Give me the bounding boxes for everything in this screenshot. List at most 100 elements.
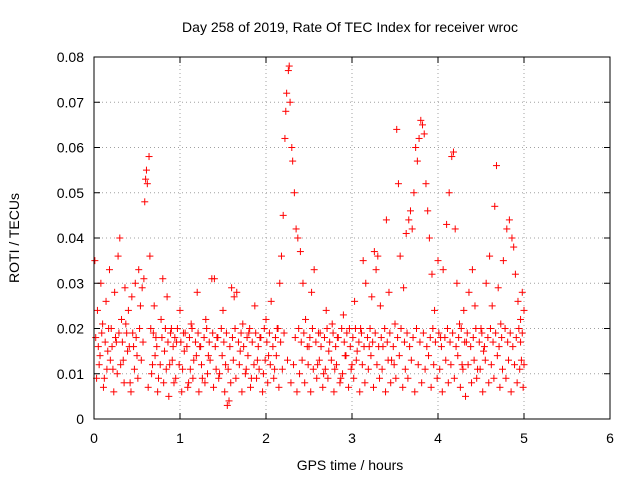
data-point — [206, 356, 214, 364]
data-point — [376, 302, 384, 310]
data-point — [482, 279, 490, 287]
data-point — [136, 325, 144, 332]
data-point — [424, 207, 432, 215]
data-point — [405, 216, 413, 224]
data-point — [507, 388, 515, 396]
data-point — [314, 361, 322, 369]
data-point — [373, 361, 381, 369]
data-point — [126, 379, 134, 387]
data-point — [443, 325, 451, 332]
data-point — [385, 288, 393, 296]
data-point — [339, 370, 347, 378]
data-point — [214, 334, 222, 342]
data-point — [435, 329, 443, 337]
y-tick-label: 0.07 — [57, 94, 84, 110]
data-point — [152, 334, 160, 342]
data-point — [124, 306, 132, 314]
data-point — [286, 98, 294, 106]
data-point — [480, 347, 488, 355]
data-point — [438, 388, 446, 396]
data-point — [151, 352, 159, 360]
data-point — [166, 361, 174, 369]
data-point — [263, 338, 271, 346]
data-point — [345, 325, 353, 332]
data-point — [221, 388, 229, 396]
data-point — [485, 379, 493, 387]
data-point — [518, 288, 526, 296]
data-point — [407, 356, 415, 364]
data-point — [156, 361, 164, 369]
data-point — [361, 379, 369, 387]
data-point — [347, 365, 355, 373]
data-point — [314, 329, 322, 337]
data-point — [480, 343, 488, 351]
data-point — [267, 297, 275, 305]
data-point — [377, 334, 385, 342]
data-point — [368, 293, 376, 301]
data-point — [506, 329, 514, 337]
data-point — [309, 365, 317, 373]
data-point — [350, 374, 358, 382]
y-tick-label: 0.05 — [57, 185, 84, 201]
data-point — [125, 343, 133, 351]
data-point — [217, 325, 225, 332]
data-point — [419, 121, 427, 129]
data-point — [338, 325, 346, 332]
data-point — [404, 374, 412, 382]
data-point — [422, 180, 430, 188]
data-point — [395, 352, 403, 360]
data-point — [277, 338, 285, 346]
data-point — [284, 67, 292, 75]
data-point — [180, 347, 188, 355]
data-point — [115, 329, 123, 337]
data-point — [202, 315, 210, 323]
data-point — [194, 329, 202, 337]
data-point — [413, 325, 420, 332]
data-point — [131, 279, 139, 287]
data-point — [447, 361, 455, 369]
data-point — [187, 320, 195, 328]
data-point — [242, 365, 250, 373]
data-point — [449, 329, 457, 337]
data-point — [203, 325, 211, 332]
data-point — [322, 306, 330, 314]
data-point — [201, 379, 209, 387]
data-point — [325, 347, 333, 355]
data-point — [445, 189, 453, 197]
data-point — [442, 356, 450, 364]
data-point — [178, 388, 186, 396]
data-point — [312, 338, 320, 346]
data-point — [324, 374, 332, 382]
data-point — [431, 338, 439, 346]
data-point — [157, 315, 165, 323]
data-point — [391, 320, 399, 328]
data-point — [397, 325, 405, 332]
data-point — [317, 343, 325, 351]
data-point — [274, 325, 282, 332]
data-point — [257, 334, 265, 342]
data-point — [272, 352, 280, 360]
chart-title: Day 258 of 2019, Rate Of TEC Index for r… — [182, 19, 518, 35]
data-point — [509, 343, 517, 351]
data-point — [236, 347, 244, 355]
data-point — [512, 334, 520, 342]
data-point — [113, 370, 121, 378]
data-point — [374, 252, 382, 260]
data-point — [143, 180, 151, 188]
data-point — [328, 320, 336, 328]
data-point — [163, 293, 171, 301]
data-point — [451, 225, 459, 233]
data-point — [460, 306, 468, 314]
data-point — [520, 306, 528, 314]
data-point — [142, 166, 150, 174]
data-point — [493, 352, 501, 360]
data-point — [348, 361, 356, 369]
data-point — [426, 334, 434, 342]
data-point — [410, 189, 418, 197]
data-point — [355, 338, 363, 346]
data-point — [288, 144, 296, 151]
data-point — [330, 388, 338, 396]
data-point — [167, 325, 175, 332]
data-point — [154, 388, 162, 396]
data-point — [406, 207, 414, 215]
